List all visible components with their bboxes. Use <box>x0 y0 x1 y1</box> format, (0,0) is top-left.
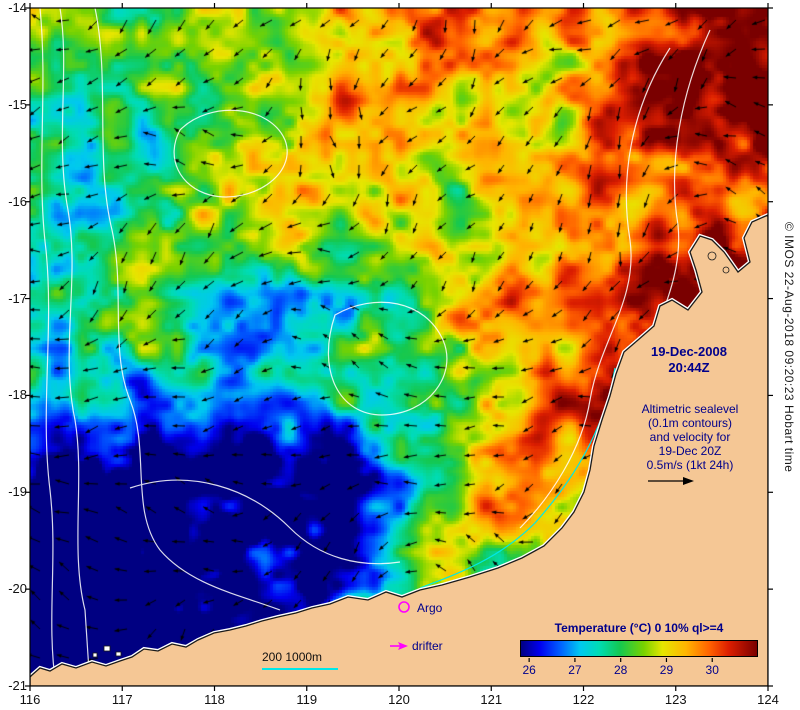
datetime-line2: 20:44Z <box>668 360 710 375</box>
x-tick-label: 123 <box>664 692 687 707</box>
copyright-text: © IMOS 22-Aug-2018 09:20:23 Hobart time <box>782 222 796 473</box>
x-tick-label: 117 <box>111 692 133 707</box>
colorbar-tick-label: 28 <box>614 663 628 677</box>
colorbar-tick-label: 29 <box>659 663 674 677</box>
argo-marker <box>398 601 410 613</box>
islands <box>92 251 730 658</box>
x-tick-label: 119 <box>296 692 318 707</box>
depth-scale-label: 200 1000m <box>262 650 323 664</box>
annotation-line: Altimetric sealevel <box>641 402 739 416</box>
land-australia <box>30 214 768 686</box>
x-tick-label: 118 <box>204 692 225 707</box>
drifter-marker <box>390 642 408 650</box>
y-tick-label: -14 <box>8 0 27 15</box>
colorbar-tick-label: 30 <box>705 663 719 677</box>
annotation-line: (0.1m contours) <box>647 416 733 430</box>
y-tick-label: -18 <box>8 387 27 403</box>
y-tick-label: -21 <box>8 678 27 693</box>
colorbar <box>520 640 758 657</box>
x-tick-label: 116 <box>19 692 41 707</box>
y-tick-label: -15 <box>8 96 27 112</box>
x-tick-label: 121 <box>480 692 503 707</box>
annotation-line: 19-Dec 20Z <box>658 444 722 458</box>
y-tick-label: -19 <box>8 484 27 500</box>
y-tick-label: -17 <box>8 290 27 306</box>
annotation-line: and velocity for <box>649 430 731 444</box>
datetime-line1: 19-Dec-2008 <box>651 344 727 359</box>
annotation-line: 0.5m/s (1kt 24h) <box>646 458 734 472</box>
colorbar-tick-label: 26 <box>522 663 536 677</box>
x-tick-label: 120 <box>388 692 410 707</box>
argo-label: Argo <box>417 601 443 615</box>
x-tick-label: 122 <box>572 692 595 707</box>
colorbar-tick-label: 27 <box>568 663 582 677</box>
drifter-label: drifter <box>412 639 443 653</box>
y-tick-label: -16 <box>8 193 27 209</box>
y-tick-label: -20 <box>8 581 27 597</box>
velocity-scale-arrow <box>648 477 694 485</box>
colorbar-title: Temperature (°C) 0 10% ql>=4 <box>554 621 724 635</box>
x-tick-label: 124 <box>757 692 779 707</box>
